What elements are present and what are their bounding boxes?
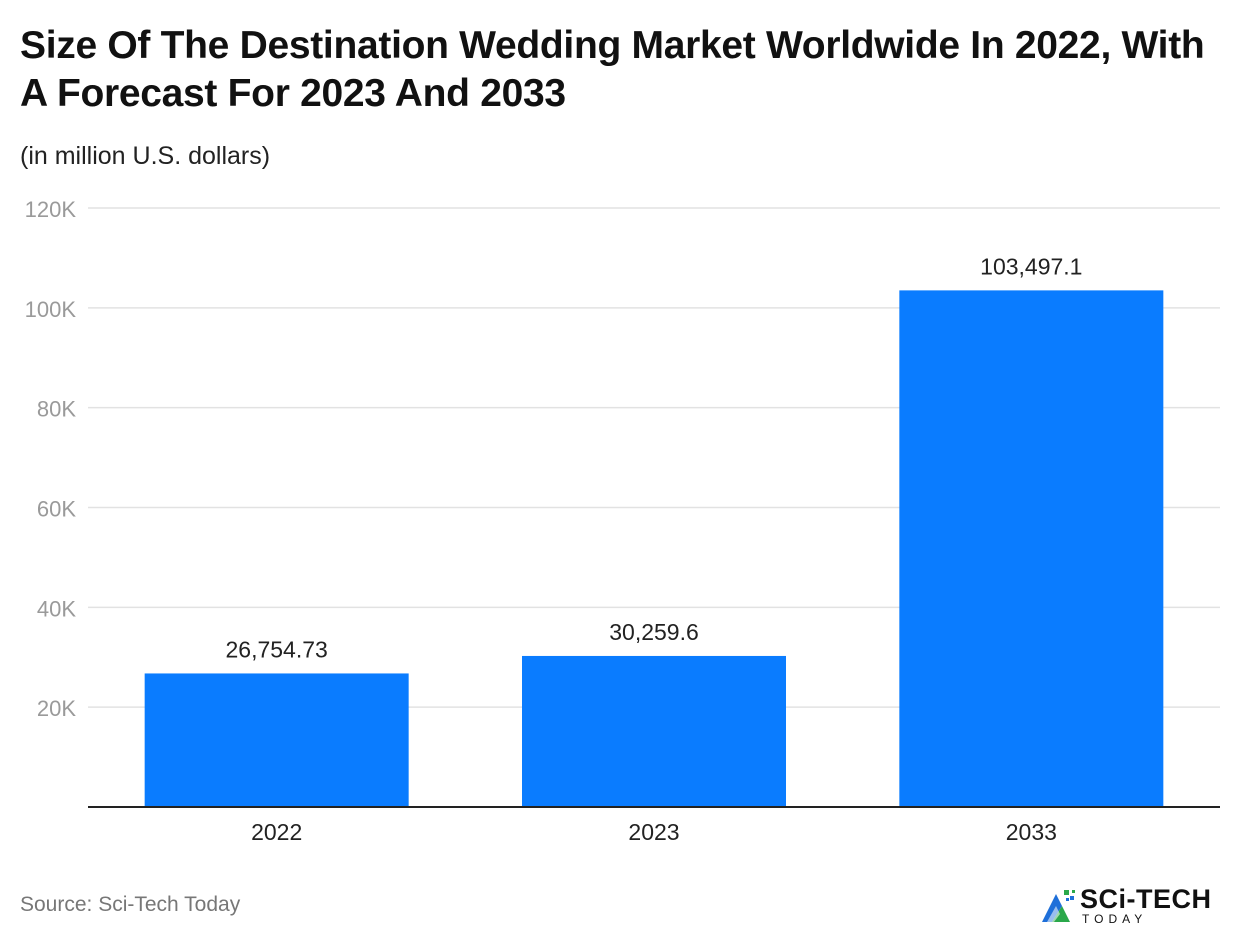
y-tick-label: 60K — [37, 497, 76, 522]
x-axis-ticks: 2022 2023 2033 — [251, 819, 1057, 845]
data-label: 30,259.6 — [609, 619, 699, 645]
logo-name: SCi-TECH — [1080, 884, 1212, 914]
y-tick-label: 20K — [37, 696, 76, 721]
y-axis-ticks: 20K 40K 60K 80K 100K 120K — [25, 197, 77, 721]
y-tick-label: 80K — [37, 397, 76, 422]
bar-2033 — [899, 290, 1164, 808]
sci-tech-logo: SCi-TECH TODAY — [1038, 882, 1218, 930]
chart-title: Size Of The Destination Wedding Market W… — [20, 24, 1205, 115]
bar-2023 — [522, 655, 786, 807]
data-labels: 26,754.73 30,259.6 103,497.1 — [226, 253, 1083, 662]
x-tick-label: 2033 — [1006, 819, 1057, 845]
source-note: Source: Sci-Tech Today — [20, 893, 241, 916]
data-label: 26,754.73 — [226, 636, 328, 662]
y-tick-label: 120K — [25, 197, 77, 222]
y-tick-label: 40K — [37, 596, 76, 621]
bars — [144, 290, 1164, 808]
y-tick-label: 100K — [25, 297, 77, 322]
bar-2022 — [144, 673, 409, 807]
bar-chart: 20K 40K 60K 80K 100K 120K 26,754.73 30,259.6 10… — [25, 197, 1220, 845]
data-label: 103,497.1 — [980, 253, 1082, 279]
chart-subtitle: (in million U.S. dollars) — [20, 142, 271, 170]
logo-tagline: TODAY — [1082, 912, 1148, 926]
logo-mark-icon — [1042, 890, 1075, 922]
x-tick-label: 2023 — [628, 819, 679, 845]
x-tick-label: 2022 — [251, 819, 302, 845]
